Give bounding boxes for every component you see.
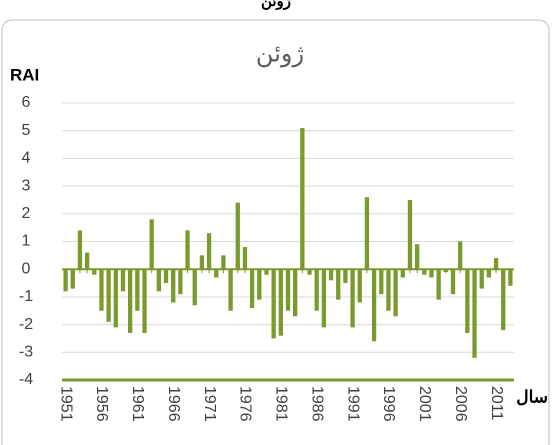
bar — [77, 230, 83, 270]
bar — [249, 269, 255, 308]
bar — [171, 269, 176, 303]
x-tick-label: 1996 — [380, 386, 397, 422]
bar — [278, 269, 283, 336]
bar — [120, 269, 126, 292]
x-tick-label: 1956 — [93, 386, 110, 422]
y-tick-label: -3 — [19, 344, 33, 361]
bar — [199, 255, 205, 270]
bar — [293, 269, 298, 317]
x-tick-label: 1976 — [237, 386, 254, 422]
bar — [450, 269, 456, 295]
y-tick-label: 6 — [22, 94, 31, 111]
bar — [135, 269, 140, 311]
chart-frame — [1, 19, 550, 445]
y-axis-title: RAI — [10, 65, 39, 84]
x-tick-label: 1951 — [57, 386, 74, 422]
bar — [343, 269, 348, 284]
x-tick-label: 2011 — [488, 386, 505, 421]
x-tick-label: 1986 — [308, 386, 325, 422]
y-tick-label: -1 — [19, 288, 33, 305]
bar — [178, 269, 183, 295]
bar — [508, 269, 513, 286]
bar — [92, 269, 97, 275]
x-tick-label: 1966 — [165, 386, 182, 422]
bar — [106, 269, 111, 322]
bar — [357, 269, 362, 303]
bar — [214, 269, 219, 278]
bar — [465, 269, 470, 333]
bar — [242, 247, 248, 270]
bar — [336, 269, 341, 300]
bar — [149, 219, 154, 270]
y-tick-label: -4 — [19, 371, 33, 388]
y-tick-label: 3 — [22, 177, 31, 194]
x-tick-label: 1981 — [273, 386, 290, 422]
bar — [300, 127, 305, 270]
x-tick-label: 1961 — [129, 386, 146, 422]
bar — [314, 269, 319, 311]
x-axis-title: سال — [516, 387, 548, 406]
bar — [407, 199, 413, 270]
bar — [206, 233, 212, 270]
bar — [185, 230, 190, 270]
bar — [400, 269, 405, 278]
bar — [350, 269, 355, 328]
bar — [364, 197, 370, 270]
y-tick-label: 5 — [22, 122, 31, 139]
bar — [128, 269, 133, 333]
bar — [257, 269, 262, 300]
bar — [436, 269, 441, 300]
page-caption: ژوئن — [261, 0, 291, 10]
chart-title: ژوئن — [256, 40, 304, 67]
y-tick-label: 2 — [22, 205, 31, 222]
x-tick-label: 1971 — [201, 386, 218, 422]
bar — [386, 269, 391, 311]
x-tick-label: 1991 — [344, 386, 361, 422]
bar — [479, 269, 484, 289]
x-tick-label: 2006 — [452, 386, 469, 422]
bar — [493, 258, 499, 270]
bar — [472, 269, 477, 358]
bar — [84, 252, 90, 270]
bar — [443, 269, 448, 272]
bar — [63, 269, 68, 292]
bar — [70, 269, 75, 289]
bar — [486, 269, 492, 278]
bar — [429, 269, 434, 278]
bar — [192, 269, 197, 306]
bar — [458, 241, 463, 270]
bar — [271, 269, 276, 339]
bar — [99, 269, 104, 311]
bar — [156, 269, 162, 292]
bar — [285, 269, 291, 311]
bar — [371, 269, 377, 342]
bar — [307, 269, 312, 275]
y-tick-label: -2 — [19, 316, 33, 333]
bar — [264, 269, 269, 275]
x-tick-label: 2001 — [416, 386, 433, 422]
bar — [422, 269, 427, 275]
bar — [321, 269, 327, 328]
bar — [414, 244, 420, 270]
y-tick-label: 4 — [22, 150, 31, 167]
bar — [328, 269, 334, 281]
y-tick-label: 0 — [22, 260, 31, 277]
bar — [142, 269, 147, 333]
y-tick-label: 1 — [22, 233, 31, 250]
bar — [113, 269, 118, 328]
bar — [501, 269, 506, 331]
bar — [235, 202, 240, 270]
bar — [221, 255, 226, 270]
bar — [393, 269, 398, 317]
bar — [379, 269, 384, 295]
bar — [228, 269, 233, 311]
bar — [163, 269, 169, 284]
